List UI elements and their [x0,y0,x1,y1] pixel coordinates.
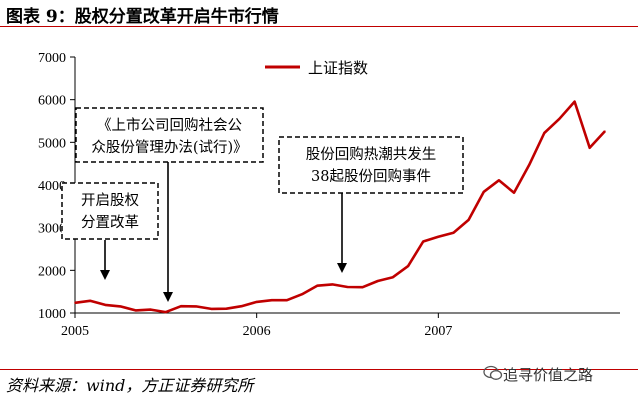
data-point [528,164,530,166]
data-point [195,305,197,308]
y-tick-label: 3000 [38,222,66,237]
data-point [286,299,288,302]
legend-label: 上证指数 [308,59,368,77]
data-point [255,301,258,303]
watermark: 追寻价值之路 [503,366,594,384]
data-point [452,231,455,234]
line-chart: 1000 2000 3000 4000 5000 6000 7000 2005 2006 2007… [38,51,620,339]
data-point [392,276,394,279]
y-tick-label: 4000 [38,179,66,194]
data-point [119,305,122,308]
data-point [134,309,137,312]
annotation-text: 开启股权 [81,192,139,209]
x-tick-label: 2005 [61,324,89,339]
data-point [74,302,76,304]
y-tick-label: 6000 [38,94,66,109]
figure-title: 图表 9：股权分置改革开启牛市行情 [6,7,279,27]
data-point [377,280,379,282]
data-point [588,147,591,149]
annotation-text: 分置改革 [81,214,139,231]
data-point [437,236,440,238]
source-note: 资料来源：wind，方正证券研究所 [6,376,254,395]
data-point [361,286,364,289]
source-rule [0,369,638,370]
annotation-arrow-head [163,292,173,302]
data-point [165,311,167,313]
data-point [467,219,470,221]
data-point [498,179,500,182]
data-point [331,283,334,286]
data-point [301,293,303,296]
data-point [543,132,546,134]
annotation-text: 38起股份回购事件 [311,168,431,185]
data-point [149,308,152,311]
annotation-arrow-head [100,270,110,280]
data-point [346,286,349,288]
annotation-arrow-head [337,263,347,273]
annotation-box [278,136,464,194]
data-point [422,240,425,243]
annotation-text: 《上市公司回购社会公 [97,117,242,134]
data-point [89,300,91,302]
data-point [271,299,273,302]
x-tick-label: 2006 [243,324,271,339]
series-line [74,100,606,314]
data-point [316,284,319,287]
wechat-icon [483,365,503,380]
annotation-text: 股份回购热潮共发生 [306,146,437,163]
data-point [180,305,182,308]
annotation-box [61,182,159,240]
annotation-text: 众股份管理办法(试行)》 [91,139,247,156]
annotation-box [75,107,264,163]
data-point [210,308,213,310]
data-point [558,118,561,120]
data-point [240,305,243,308]
title-rule [0,26,638,27]
data-point [225,307,228,310]
data-point [513,191,515,194]
y-tick-label: 1000 [38,307,66,322]
data-point [573,100,576,103]
x-tick-label: 2007 [424,324,452,339]
y-tick-label: 2000 [38,264,66,279]
data-point [604,130,606,132]
data-point [407,265,409,267]
y-tick-label: 7000 [38,51,66,66]
y-tick-label: 5000 [38,136,66,151]
data-point [483,191,485,193]
data-point [104,304,107,306]
